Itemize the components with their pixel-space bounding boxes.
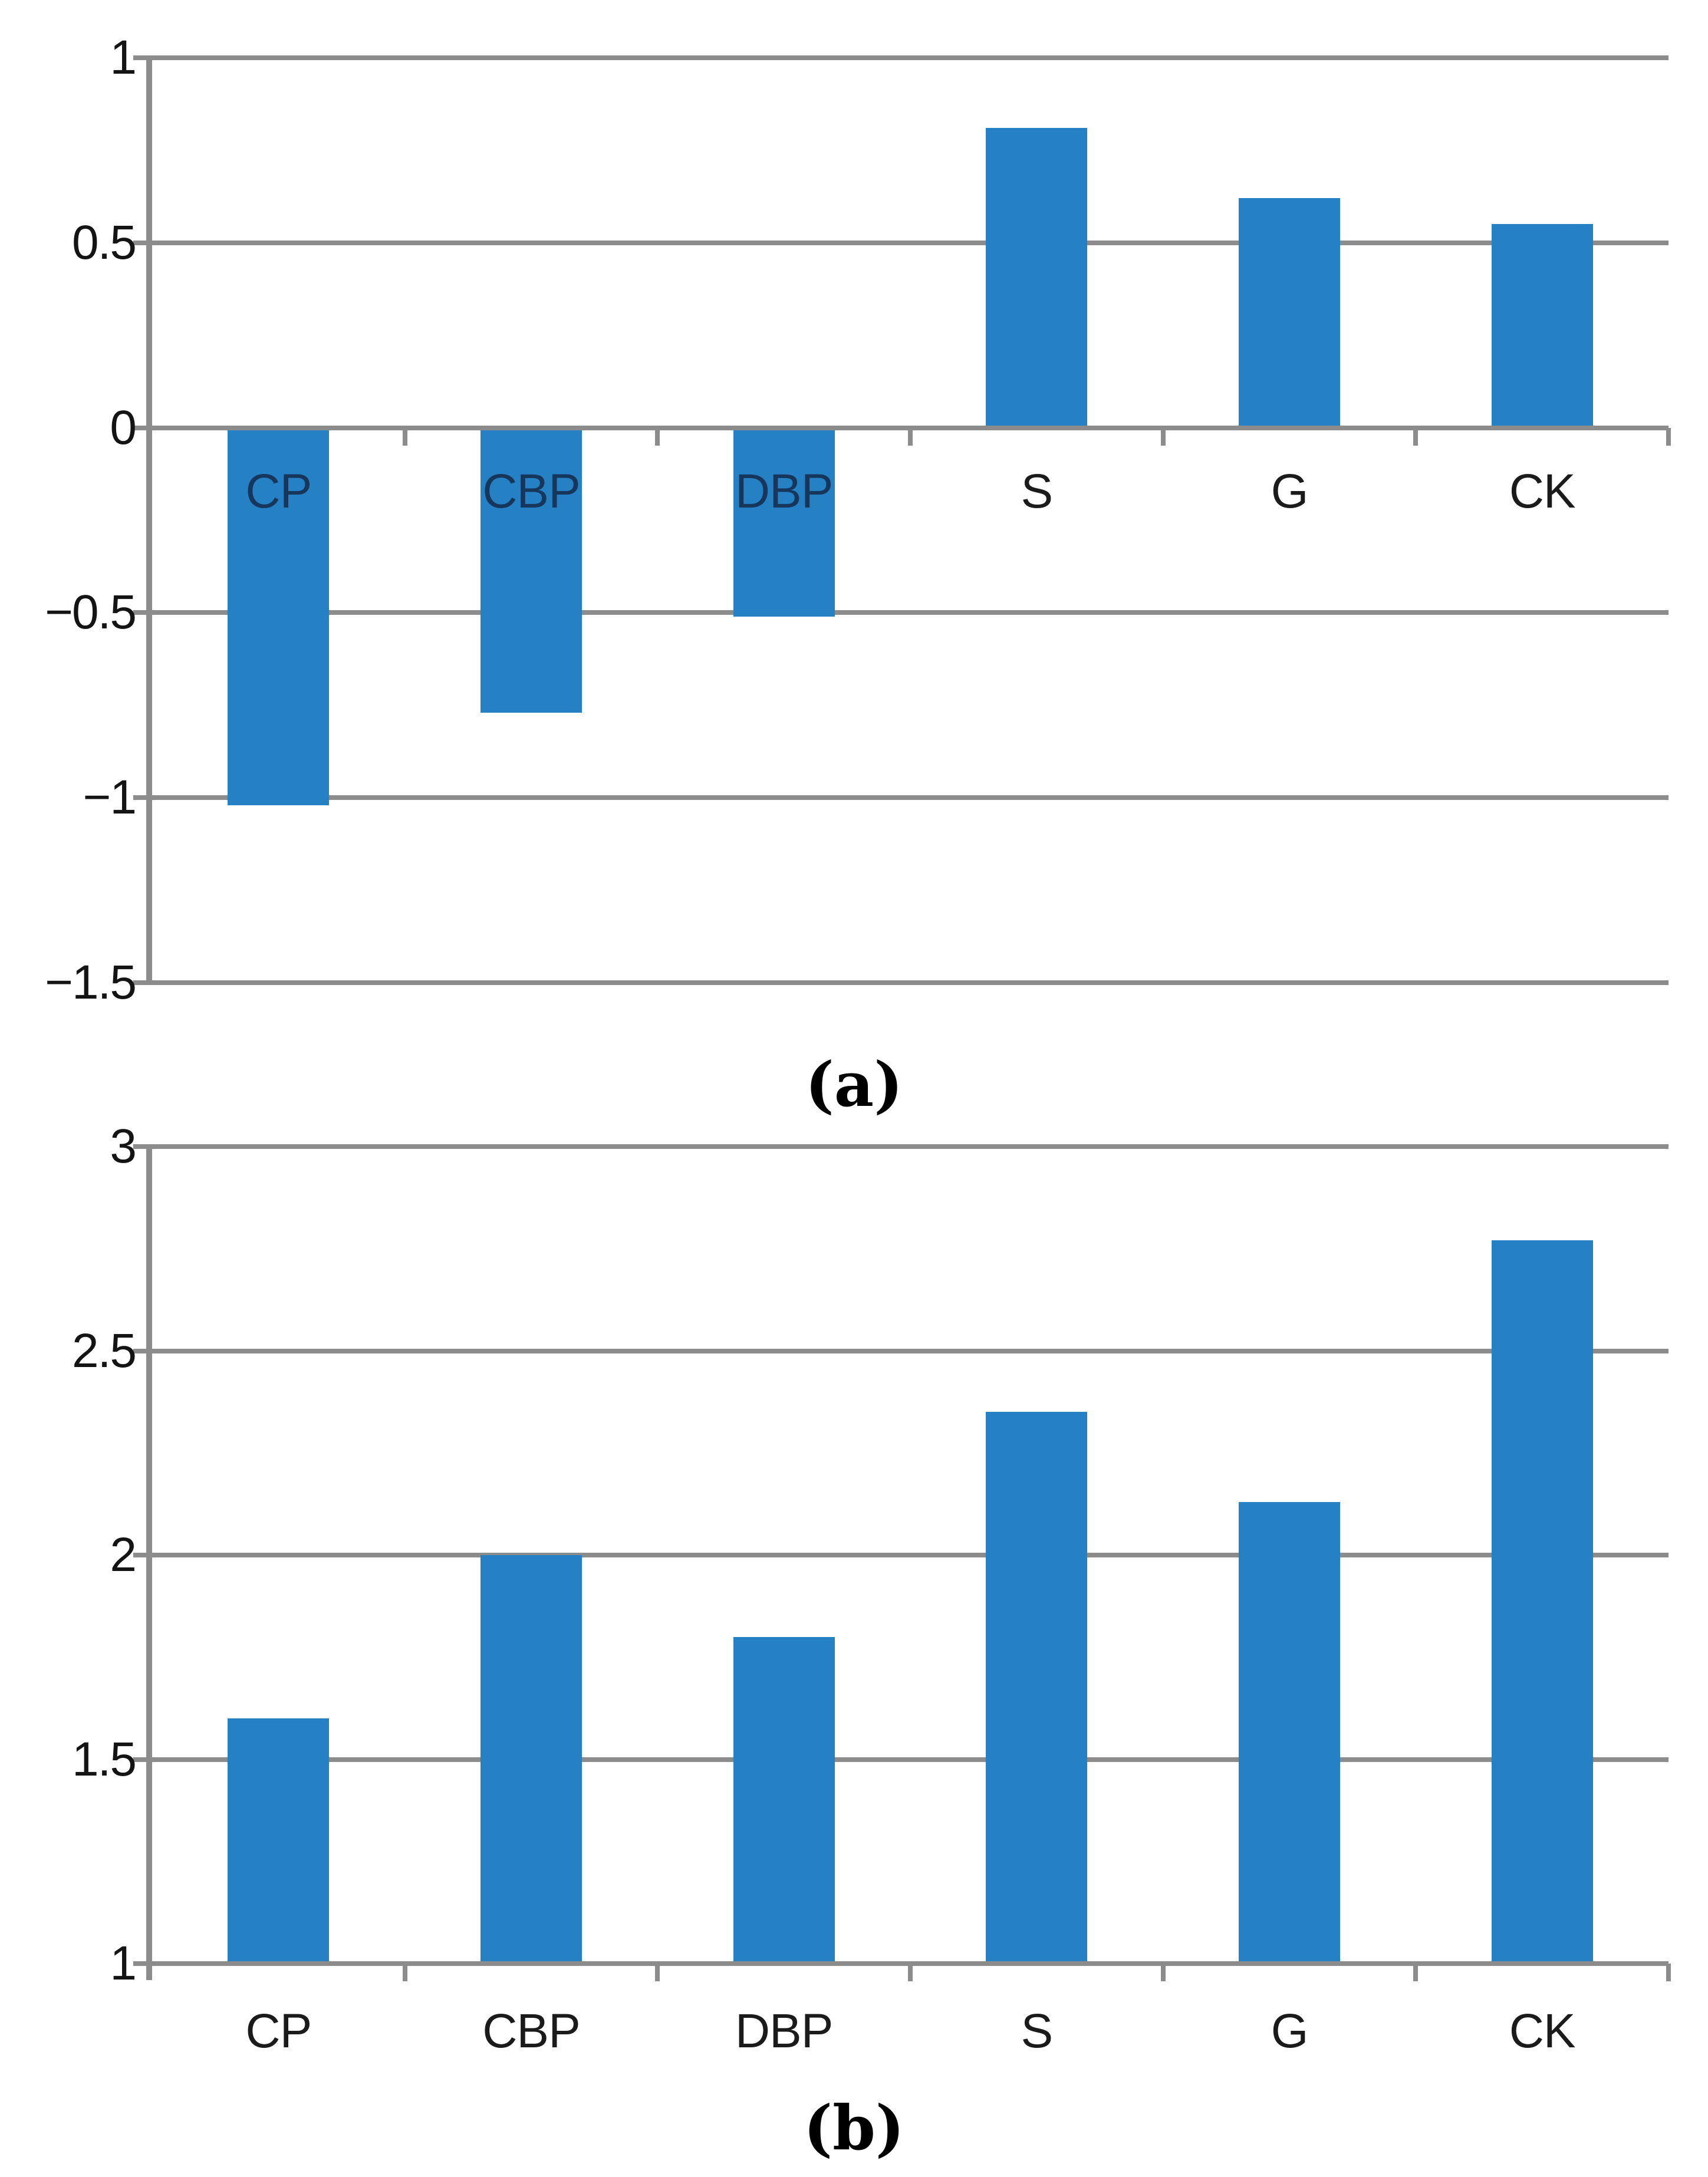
y-tick-label: −1 <box>83 770 137 825</box>
category-label-DBP: DBP <box>735 2004 834 2058</box>
gridline <box>152 1348 1668 1353</box>
y-axis-tick <box>133 1553 152 1557</box>
y-axis-tick <box>133 55 152 60</box>
x-axis-tick <box>908 427 913 446</box>
bar-CK <box>1491 224 1593 428</box>
y-tick-label: 0.5 <box>72 215 137 269</box>
bar-CP <box>228 1718 330 1964</box>
bar-CK <box>1491 1240 1593 1964</box>
y-axis-tick <box>133 425 152 430</box>
bar-CBP <box>481 1555 582 1964</box>
y-axis-tick <box>133 1144 152 1149</box>
gridline <box>152 55 1668 60</box>
category-label-CBP: CBP <box>482 465 581 518</box>
y-tick-label: −1.5 <box>45 956 137 1009</box>
x-axis-tick <box>402 1964 407 1981</box>
y-tick-label: 2 <box>110 1528 137 1582</box>
y-axis-tick <box>133 1348 152 1353</box>
category-label-S: S <box>1021 2004 1053 2058</box>
gridline <box>152 240 1668 245</box>
category-label-CK: CK <box>1509 2004 1576 2058</box>
x-axis-tick <box>1666 427 1671 446</box>
x-axis-tick <box>1413 427 1419 446</box>
x-axis-tick <box>655 427 660 446</box>
y-tick-label: 1 <box>110 31 137 84</box>
bar-G <box>1239 198 1340 428</box>
gridline <box>152 610 1668 615</box>
category-label-CK: CK <box>1509 465 1576 518</box>
bar-DBP <box>733 1636 835 1964</box>
gridline <box>152 980 1668 985</box>
x-axis-tick <box>1413 1964 1419 1981</box>
y-axis-tick <box>133 795 152 801</box>
bar-CP <box>228 427 330 805</box>
category-label-DBP: DBP <box>735 465 834 518</box>
bar-G <box>1239 1501 1340 1964</box>
category-label-G: G <box>1271 465 1309 518</box>
bar-S <box>986 1412 1088 1964</box>
y-axis-tick <box>133 240 152 245</box>
caption-b: (b) <box>803 2092 905 2164</box>
y-tick-label: 0 <box>110 400 137 454</box>
x-axis-tick <box>1666 1964 1671 1981</box>
category-label-G: G <box>1271 2004 1309 2058</box>
y-axis-tick <box>133 610 152 615</box>
gridline <box>152 1553 1668 1557</box>
y-tick-label: −0.5 <box>45 585 137 640</box>
y-axis-line <box>146 1147 152 1980</box>
x-axis-tick <box>402 427 407 446</box>
y-axis-tick <box>133 1961 152 1966</box>
gridline <box>152 795 1668 801</box>
y-axis-tick <box>133 980 152 985</box>
y-tick-label: 1.5 <box>72 1732 137 1786</box>
y-axis-line <box>146 58 152 983</box>
y-tick-label: 2.5 <box>72 1323 137 1378</box>
caption-a: (a) <box>805 1048 903 1121</box>
y-tick-label: 3 <box>110 1119 137 1173</box>
y-axis-tick <box>133 1757 152 1762</box>
gridline <box>152 1757 1668 1762</box>
x-axis-tick <box>908 1964 913 1981</box>
bar-CBP <box>481 427 582 713</box>
x-axis-tick <box>655 1964 660 1981</box>
gridline <box>152 1144 1668 1149</box>
category-label-CP: CP <box>245 465 312 518</box>
category-label-S: S <box>1021 465 1053 518</box>
bar-S <box>986 128 1088 428</box>
y-tick-label: 1 <box>110 1936 137 1990</box>
category-label-CBP: CBP <box>482 2004 581 2058</box>
bar-DBP <box>733 427 835 617</box>
x-axis-tick <box>1160 427 1166 446</box>
category-label-CP: CP <box>245 2004 312 2058</box>
x-axis-tick <box>1160 1964 1166 1981</box>
